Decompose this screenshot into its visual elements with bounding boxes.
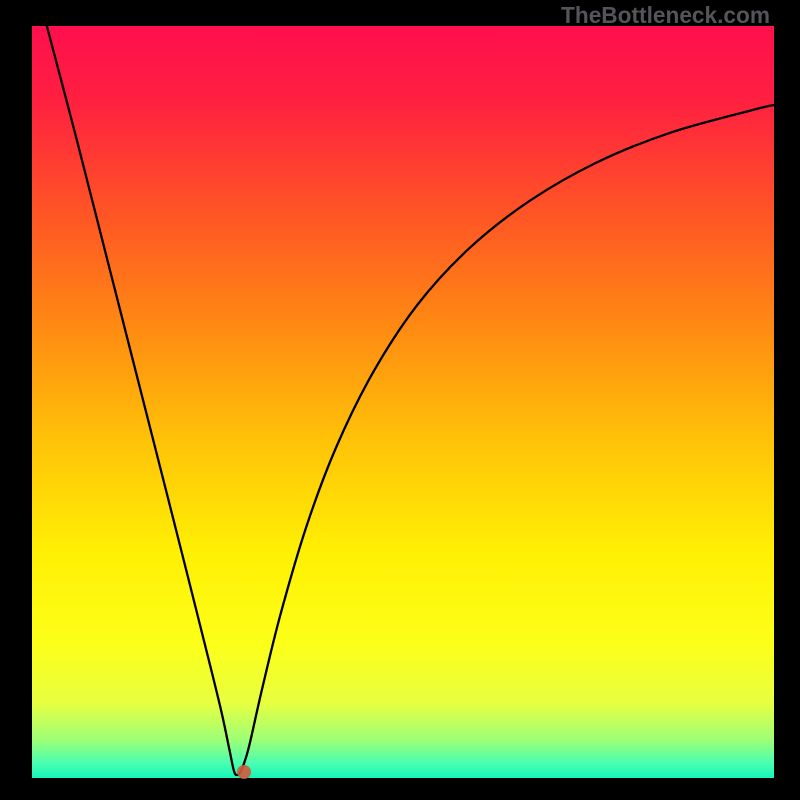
plot-area bbox=[32, 26, 774, 778]
curve-svg bbox=[32, 26, 774, 778]
bottleneck-curve bbox=[47, 26, 774, 775]
chart-stage: TheBottleneck.com bbox=[0, 0, 800, 800]
site-watermark: TheBottleneck.com bbox=[561, 2, 770, 29]
